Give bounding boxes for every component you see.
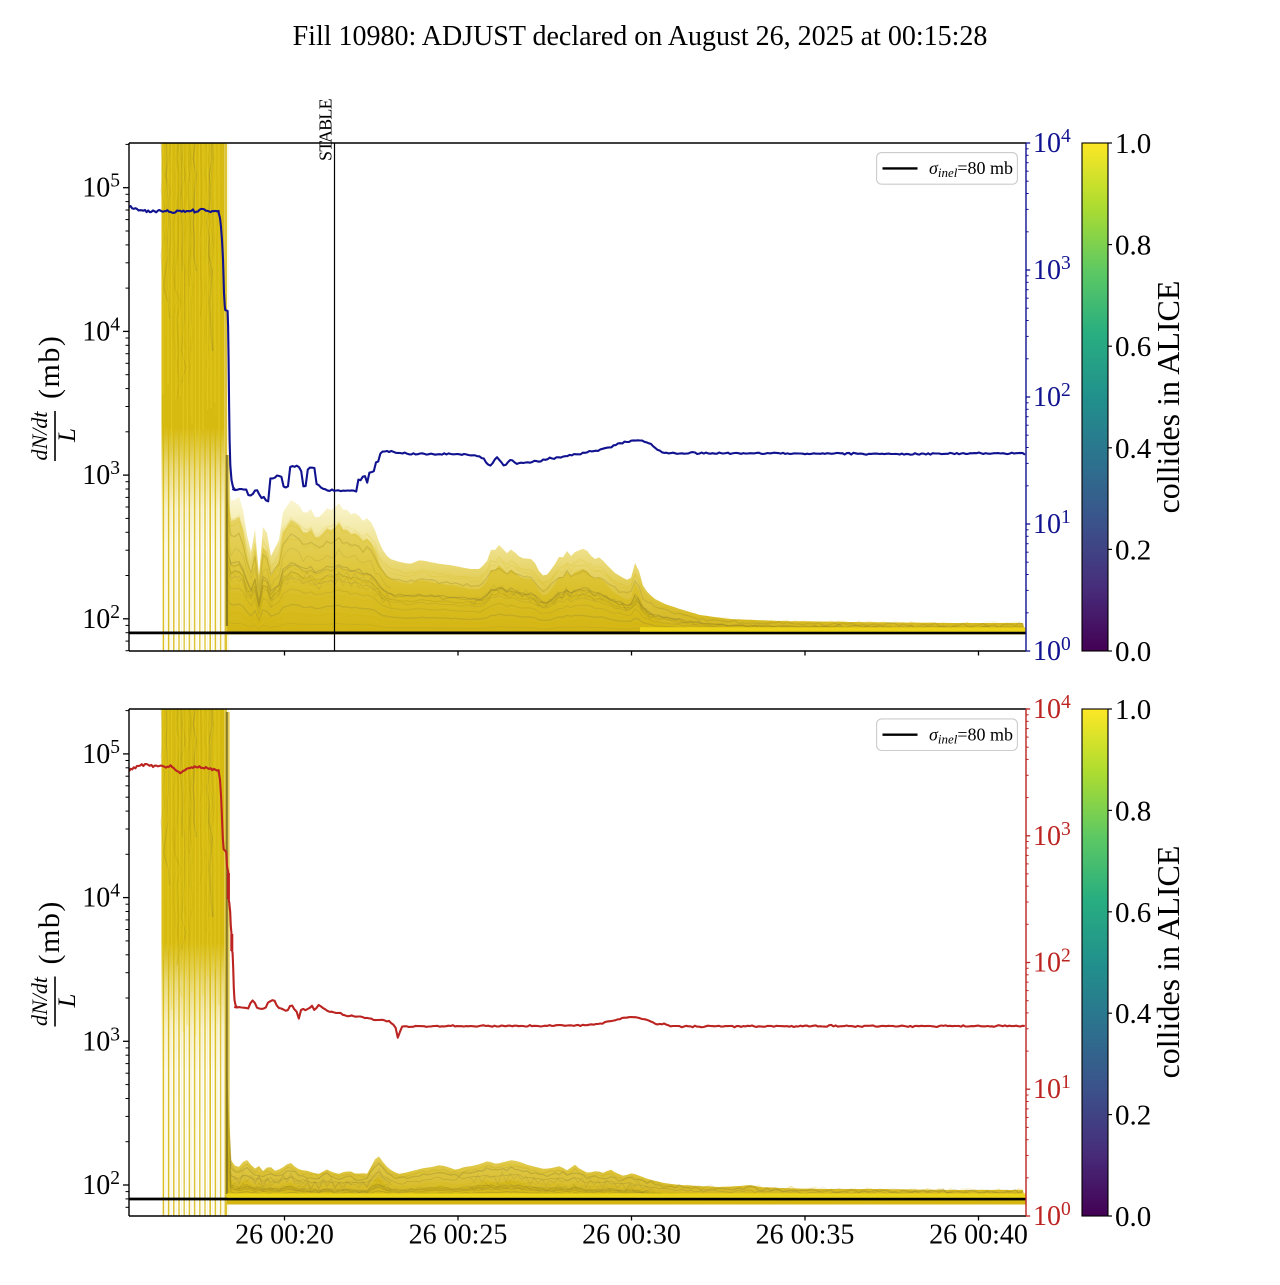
svg-text:104: 104 — [1033, 126, 1071, 159]
svg-text:26 00:30: 26 00:30 — [582, 1220, 681, 1251]
svg-text:103: 103 — [82, 1024, 120, 1057]
svg-text:26 00:40: 26 00:40 — [929, 1220, 1028, 1251]
svg-text:dN/dt: dN/dt — [27, 411, 52, 461]
svg-text:collides in ALICE: collides in ALICE — [1150, 281, 1186, 514]
svg-text:0.2: 0.2 — [1115, 1100, 1151, 1132]
svg-text:26 00:25: 26 00:25 — [409, 1220, 508, 1251]
svg-text:0.8: 0.8 — [1115, 230, 1151, 262]
svg-text:dN/dt: dN/dt — [27, 976, 52, 1026]
svg-text:(mb): (mb) — [33, 335, 66, 399]
svg-text:STABLE: STABLE — [316, 98, 336, 161]
svg-text:σinel=80 mb: σinel=80 mb — [929, 158, 1013, 180]
svg-text:0.2: 0.2 — [1115, 534, 1151, 566]
svg-text:0.6: 0.6 — [1115, 897, 1151, 929]
svg-text:0.0: 0.0 — [1115, 636, 1151, 668]
svg-text:102: 102 — [82, 602, 120, 635]
svg-text:1.0: 1.0 — [1115, 694, 1151, 726]
svg-text:0.0: 0.0 — [1115, 1201, 1151, 1233]
svg-text:(mb): (mb) — [33, 900, 66, 964]
svg-text:σinel=80 mb: σinel=80 mb — [929, 724, 1013, 746]
svg-text:collides in ALICE: collides in ALICE — [1150, 846, 1186, 1079]
svg-text:0.6: 0.6 — [1115, 331, 1151, 363]
svg-text:26 00:20: 26 00:20 — [235, 1220, 334, 1251]
svg-text:1.0: 1.0 — [1115, 128, 1151, 160]
svg-text:Fill 10980: ADJUST declared on: Fill 10980: ADJUST declared on August 26… — [293, 21, 988, 52]
svg-text:0.4: 0.4 — [1115, 998, 1152, 1030]
svg-text:0.8: 0.8 — [1115, 795, 1151, 827]
svg-text:L: L — [54, 994, 81, 1009]
svg-text:0.4: 0.4 — [1115, 433, 1152, 465]
svg-text:26 00:35: 26 00:35 — [756, 1220, 855, 1251]
svg-text:L: L — [54, 428, 81, 443]
